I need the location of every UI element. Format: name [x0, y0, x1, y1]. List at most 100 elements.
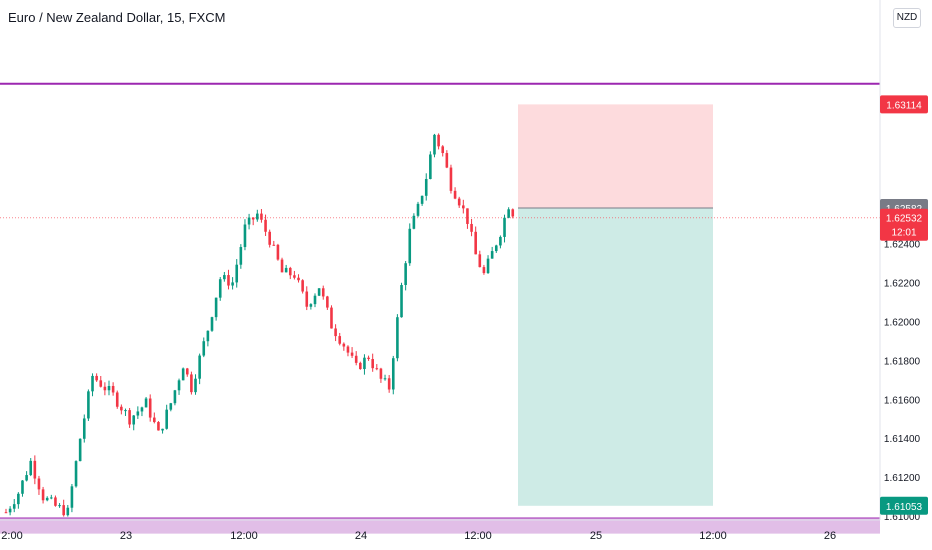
- candle-body: [391, 358, 395, 390]
- candle-body: [165, 409, 168, 429]
- candle-body: [321, 288, 325, 297]
- candle-body: [288, 267, 292, 276]
- candle-body: [334, 328, 337, 337]
- candle-body: [346, 346, 350, 353]
- candle-body: [173, 390, 177, 404]
- candle-body: [198, 355, 201, 379]
- candle-body: [507, 209, 510, 218]
- candle-body: [45, 497, 49, 501]
- candle-body: [486, 258, 490, 274]
- candle-body: [260, 213, 263, 220]
- candle-body: [474, 231, 477, 255]
- candle-body: [441, 146, 445, 154]
- candle-body: [284, 267, 288, 273]
- candle-body: [379, 368, 383, 379]
- candle-body: [87, 391, 90, 419]
- candle-body: [272, 244, 276, 246]
- candle-body: [462, 205, 465, 209]
- candle-body: [276, 244, 280, 260]
- candle-body: [107, 385, 111, 391]
- candle-body: [400, 285, 403, 318]
- candle-body: [429, 154, 432, 180]
- candle-body: [478, 254, 482, 268]
- candle-body: [115, 392, 119, 407]
- candle-body: [41, 489, 45, 501]
- candle-body: [235, 264, 239, 283]
- candle-body: [359, 362, 362, 370]
- candle-body: [206, 330, 210, 342]
- candle-body: [78, 438, 82, 462]
- candle-body: [132, 415, 136, 425]
- current-price-text: 1.62532: [886, 214, 923, 225]
- support-zone: [0, 518, 880, 534]
- candle-body: [375, 368, 379, 370]
- price-tick-label: 1.61200: [884, 473, 921, 484]
- time-tick-label: 24: [355, 530, 367, 542]
- candle-body: [342, 343, 346, 347]
- candle-body: [144, 398, 148, 408]
- candle-body: [21, 480, 24, 494]
- candle-body: [494, 245, 498, 252]
- price-tick-label: 1.62000: [884, 317, 921, 328]
- candle-body: [305, 291, 309, 307]
- candle-body: [70, 486, 74, 508]
- candle-body: [330, 307, 333, 329]
- time-tick-label: 26: [824, 530, 836, 542]
- candle-body: [408, 228, 412, 264]
- candle-body: [367, 357, 370, 360]
- candle-body: [128, 410, 131, 425]
- candle-body: [231, 282, 234, 286]
- candle-body: [91, 375, 94, 392]
- candle-body: [62, 505, 65, 516]
- candle-body: [111, 385, 115, 393]
- candle-body: [470, 223, 473, 232]
- candle-body: [177, 380, 181, 391]
- candle-body: [185, 368, 189, 375]
- current-price-label: [880, 208, 928, 241]
- stop-loss-zone: [518, 104, 713, 208]
- candle-body: [181, 368, 185, 381]
- candle-body: [194, 378, 197, 393]
- candle-body: [297, 277, 300, 281]
- stop-price-label: [880, 95, 928, 114]
- candle-body: [383, 378, 387, 380]
- candle-body: [95, 375, 98, 381]
- time-tick-label: 25: [590, 530, 602, 542]
- candle-body: [264, 219, 267, 232]
- time-tick-label: 2:00: [1, 530, 22, 542]
- candle-body: [29, 460, 33, 476]
- candle-body: [25, 475, 28, 481]
- candle-body: [157, 422, 160, 431]
- candle-body: [466, 208, 469, 224]
- chart-title: Euro / New Zealand Dollar, 15, FXCM: [8, 10, 226, 25]
- take-profit-zone: [518, 208, 713, 506]
- candle-body: [124, 410, 127, 412]
- candle-body: [363, 357, 366, 370]
- currency-selector[interactable]: NZD: [893, 8, 921, 28]
- candle-body: [354, 355, 358, 363]
- candle-body: [218, 279, 222, 298]
- candle-body: [223, 275, 226, 280]
- candle-body: [161, 428, 164, 431]
- candle-body: [82, 418, 86, 439]
- candle-body: [17, 493, 20, 505]
- candle-body: [453, 190, 457, 199]
- time-tick-label: 12:00: [699, 530, 727, 542]
- candle-body: [50, 497, 53, 499]
- candle-body: [490, 251, 494, 259]
- candle-body: [293, 275, 296, 278]
- candle-body: [136, 411, 140, 416]
- price-tick-label: 1.61400: [884, 434, 921, 445]
- candle-body: [202, 341, 206, 356]
- candle-body: [387, 378, 391, 390]
- candle-body: [256, 213, 259, 220]
- target-price-label: [880, 496, 928, 515]
- price-tick-label: 1.61600: [884, 395, 921, 406]
- candle-body: [227, 275, 230, 286]
- candle-body: [445, 153, 449, 168]
- candle-body: [103, 386, 107, 391]
- candle-body: [120, 406, 123, 411]
- price-tick-label: 1.61000: [884, 512, 921, 523]
- candle-body: [412, 215, 416, 229]
